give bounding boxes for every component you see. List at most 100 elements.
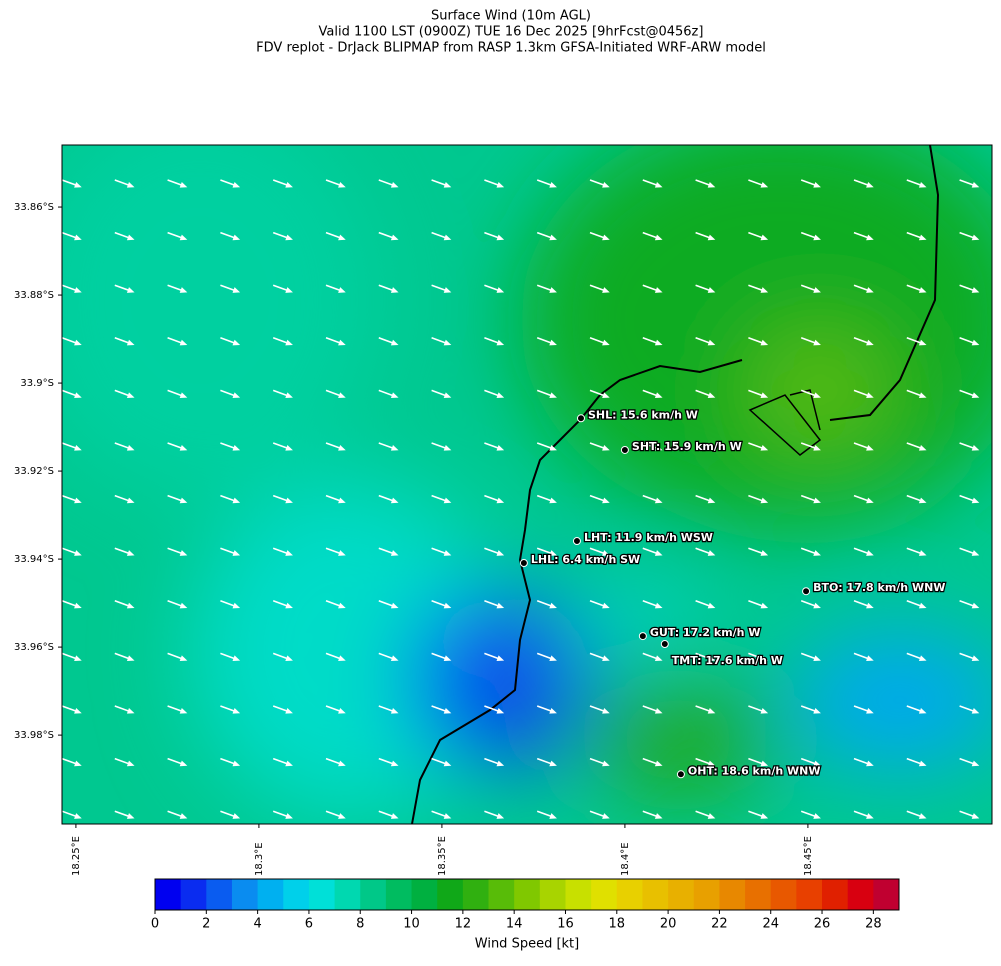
- arrow-head: [443, 339, 452, 346]
- arrow-head: [232, 339, 241, 346]
- wind-arrow: [695, 810, 716, 819]
- arrow-head: [126, 339, 135, 346]
- arrow-head: [760, 602, 769, 609]
- arrow-head: [496, 602, 505, 609]
- wind-arrow: [272, 337, 293, 346]
- wind-arrow: [906, 652, 927, 662]
- wind-arrow: [959, 652, 980, 662]
- wind-arrow: [642, 705, 663, 714]
- arrow-head: [760, 444, 769, 451]
- colorbar-segment: [231, 879, 259, 910]
- wind-arrow: [378, 389, 399, 399]
- wind-arrow: [431, 494, 452, 504]
- arrow-head: [338, 339, 346, 346]
- arrow-head: [971, 339, 980, 346]
- colorbar-segment: [385, 879, 413, 910]
- wind-arrow: [906, 337, 927, 346]
- wind-arrow: [272, 652, 293, 662]
- arrow-head: [443, 760, 452, 767]
- arrow-head: [126, 287, 135, 293]
- arrow-head: [813, 234, 821, 241]
- wind-arrow: [114, 231, 135, 241]
- wind-arrow: [114, 494, 135, 504]
- wind-arrow: [114, 705, 135, 714]
- arrow-head: [285, 602, 293, 609]
- wind-arrow: [431, 231, 452, 241]
- arrow-head: [126, 181, 135, 188]
- station-label: BTO: 17.8 km/h WNW: [813, 581, 945, 594]
- wind-arrow: [431, 179, 452, 188]
- arrow-head: [707, 497, 716, 504]
- wind-arrow: [959, 179, 980, 188]
- wind-arrow: [748, 284, 769, 293]
- arrow-head: [707, 813, 716, 819]
- arrow-head: [602, 234, 610, 241]
- wind-arrow: [378, 231, 399, 241]
- wind-arrow: [853, 810, 874, 819]
- title-line: FDV replot - DrJack BLIPMAP from RASP 1.…: [256, 41, 766, 56]
- arrow-head: [390, 339, 399, 346]
- wind-arrow: [167, 231, 188, 241]
- wind-arrow: [220, 757, 241, 767]
- wind-arrow: [484, 442, 505, 451]
- wind-arrow: [906, 705, 927, 714]
- colorbar-segment: [283, 879, 310, 910]
- arrow-head: [443, 181, 452, 188]
- arrow-head: [813, 655, 821, 662]
- wind-arrow: [325, 547, 346, 556]
- wind-arrow: [272, 757, 293, 767]
- station-label: SHT: 15.9 km/h W: [632, 440, 742, 453]
- arrow-head: [74, 550, 82, 556]
- arrow-head: [179, 550, 188, 556]
- arrow-head: [760, 550, 769, 556]
- wind-arrow: [484, 547, 505, 556]
- wind-arrow: [906, 810, 927, 819]
- wind-arrow: [853, 442, 874, 451]
- wind-arrow: [589, 810, 610, 819]
- wind-arrow: [642, 652, 663, 662]
- wind-arrow: [589, 284, 610, 293]
- wind-arrow: [748, 494, 769, 504]
- arrow-head: [496, 497, 505, 504]
- wind-arrow: [853, 389, 874, 399]
- arrow-head: [707, 550, 716, 556]
- arrow-head: [760, 339, 769, 346]
- arrow-head: [390, 655, 399, 662]
- wind-arrow: [272, 547, 293, 556]
- arrow-head: [971, 497, 980, 504]
- arrow-head: [707, 181, 716, 188]
- arrow-head: [602, 760, 610, 767]
- arrow-head: [232, 602, 241, 609]
- colorbar-segment: [616, 879, 643, 910]
- arrow-head: [654, 392, 663, 399]
- lat-tick-label: 33.92°S: [14, 466, 54, 477]
- colorbar-segment: [642, 879, 669, 910]
- wind-arrow: [748, 389, 769, 399]
- arrow-head: [285, 392, 293, 399]
- arrow-head: [760, 392, 769, 399]
- colorbar-tick-label: 6: [305, 917, 313, 932]
- wind-arrow: [536, 389, 557, 399]
- arrow-head: [285, 655, 293, 662]
- coastline: [411, 145, 940, 824]
- wind-arrow: [220, 231, 241, 241]
- arrow-head: [232, 760, 241, 767]
- map-background: [62, 145, 992, 824]
- arrow-head: [496, 287, 505, 293]
- lon-tick-label: 18.3°E: [254, 842, 265, 876]
- arrow-head: [971, 392, 980, 399]
- lat-tick-label: 33.96°S: [14, 642, 54, 653]
- wind-arrow: [589, 179, 610, 188]
- wind-arrow: [325, 389, 346, 399]
- wind-arrow: [642, 179, 663, 188]
- wind-arrow: [695, 442, 716, 451]
- station-marker: [519, 559, 528, 568]
- station-marker: [638, 632, 647, 641]
- wind-arrow: [62, 494, 82, 504]
- wind-arrow: [800, 284, 821, 293]
- arrow-head: [443, 655, 452, 662]
- arrow-head: [338, 234, 346, 241]
- arrow-head: [74, 602, 82, 609]
- wind-arrow: [431, 705, 452, 714]
- arrow-head: [390, 550, 399, 556]
